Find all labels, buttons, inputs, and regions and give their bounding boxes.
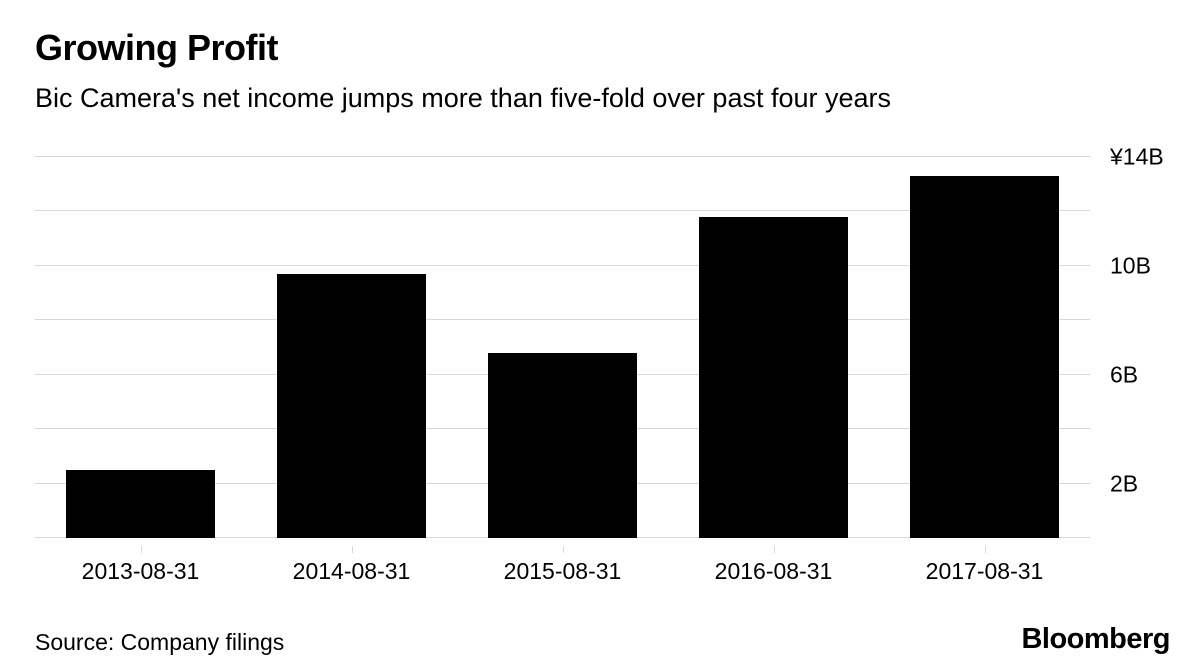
x-tick-label: 2014-08-31 [246,546,457,585]
x-tick-text: 2016-08-31 [714,558,833,584]
plot-area [35,156,1090,538]
x-axis-labels: 2013-08-31 2014-08-31 2015-08-31 2016-08-31… [35,546,1090,585]
bloomberg-logo: Bloomberg [1021,623,1170,655]
chart-footer: Source: Company filings Bloomberg [35,623,1170,656]
bar [276,274,427,538]
bar [909,176,1060,538]
y-tick-label: 10B [1110,252,1151,279]
y-axis-labels: ¥14B 10B 6B 2B [1102,144,1197,538]
bar [65,469,216,538]
chart-subtitle: Bic Camera's net income jumps more than … [35,82,892,113]
gridline [35,156,1090,157]
bar-slot [246,157,457,538]
x-tick-text: 2013-08-31 [81,558,200,584]
x-tick-text: 2017-08-31 [925,558,1044,584]
bar [698,216,849,538]
x-tick-label: 2016-08-31 [668,546,879,585]
gridline [35,264,1090,266]
bar-slot [668,157,879,538]
bar [487,352,638,538]
bars-row [35,157,1090,538]
source-text: Source: Company filings [35,629,285,655]
bar-slot [35,157,246,538]
gridline [35,210,1090,212]
bar-slot [457,157,668,538]
chart-header: Growing Profit Bic Camera's net income j… [35,28,1165,114]
y-tick-label: 2B [1110,470,1139,497]
x-tick-label: 2013-08-31 [35,546,246,585]
x-tick-label: 2017-08-31 [879,546,1090,585]
x-tick-text: 2015-08-31 [503,558,622,584]
x-tick-text: 2014-08-31 [292,558,411,584]
y-tick-label: ¥14B [1110,143,1164,170]
gridline [35,319,1090,321]
x-tick-mark [562,546,564,553]
x-tick-mark [140,546,142,553]
chart-title: Growing Profit [35,27,278,68]
x-tick-mark [773,546,775,553]
x-tick-mark [351,546,353,553]
x-tick-mark [984,546,986,553]
y-tick-label: 6B [1110,361,1139,388]
bar-slot [879,157,1090,538]
x-tick-label: 2015-08-31 [457,546,668,585]
